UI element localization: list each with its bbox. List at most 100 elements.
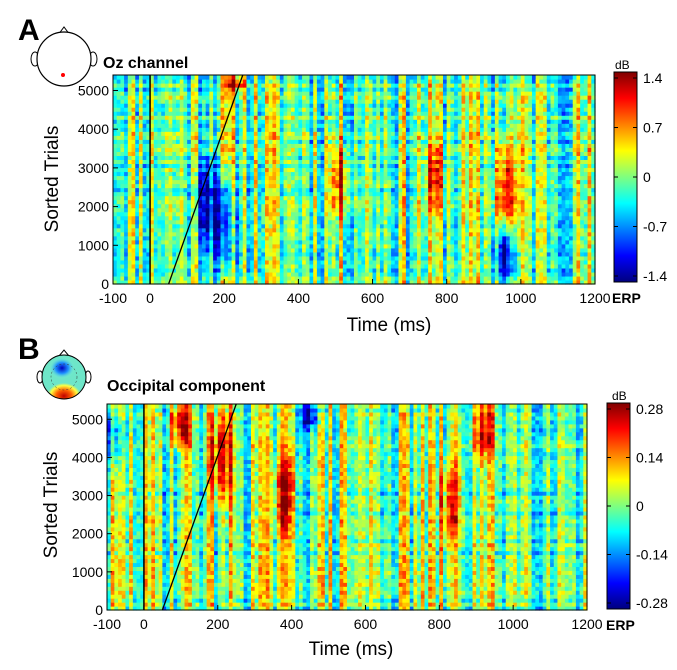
heatmap-cell	[283, 223, 288, 229]
heatmap-cell	[176, 171, 181, 177]
heatmap-cell	[387, 251, 392, 257]
heatmap-cell	[405, 107, 411, 112]
heatmap-cell	[372, 279, 377, 285]
heatmap-cell	[201, 139, 207, 144]
heatmap-cell	[391, 111, 396, 116]
heatmap-cell	[379, 127, 385, 132]
heatmap-cell	[354, 271, 359, 277]
heatmap-cell	[216, 199, 222, 205]
heatmap-cell	[131, 207, 136, 213]
heatmap-cell	[120, 139, 125, 144]
heatmap-cell	[172, 127, 177, 132]
heatmap-cell	[309, 275, 314, 281]
heatmap-cell	[276, 203, 281, 209]
heatmap-cell	[420, 259, 426, 265]
heatmap-cell	[246, 227, 251, 233]
heatmap-cell	[135, 255, 140, 261]
heatmap-cell	[161, 243, 166, 249]
heatmap-cell	[320, 215, 325, 221]
heatmap-cell	[428, 103, 433, 108]
heatmap-cell	[294, 87, 299, 92]
heatmap-cell	[294, 263, 299, 269]
heatmap-cell	[465, 223, 470, 229]
heatmap-cell	[357, 223, 363, 229]
heatmap-cell	[324, 271, 329, 277]
heatmap-cell	[205, 227, 210, 233]
heatmap-cell	[283, 243, 288, 249]
heatmap-cell	[428, 259, 433, 265]
heatmap-cell	[250, 183, 255, 189]
heatmap-cell	[220, 231, 225, 237]
heatmap-cell	[279, 151, 285, 156]
heatmap-cell	[431, 239, 437, 245]
heatmap-cell	[142, 199, 147, 205]
heatmap-cell	[257, 247, 262, 253]
heatmap-cell	[157, 131, 162, 136]
heatmap-cell	[205, 91, 210, 96]
heatmap-cell	[428, 231, 433, 237]
heatmap-cell	[428, 163, 433, 169]
heatmap-cell	[272, 263, 277, 269]
heatmap-cell	[153, 239, 159, 245]
heatmap-cell	[450, 271, 455, 277]
heatmap-cell	[239, 99, 244, 104]
heatmap-cell	[231, 147, 236, 152]
heatmap-cell	[205, 259, 210, 265]
heatmap-cell	[309, 115, 314, 120]
heatmap-cell	[391, 195, 396, 201]
heatmap-cell	[383, 279, 388, 285]
heatmap-cell	[379, 123, 385, 128]
heatmap-cell	[113, 211, 118, 217]
heatmap-cell	[276, 135, 281, 140]
heatmap-cell	[335, 195, 340, 201]
heatmap-cell	[142, 171, 147, 177]
heatmap-cell	[272, 259, 277, 265]
heatmap-cell	[265, 179, 270, 185]
heatmap-cell	[265, 227, 270, 233]
heatmap-cell	[220, 83, 225, 88]
heatmap-cell	[402, 119, 407, 124]
heatmap-cell	[339, 75, 344, 80]
heatmap-cell	[454, 211, 459, 217]
heatmap-cell	[339, 187, 344, 193]
panel-a-letter: A	[18, 14, 40, 47]
heatmap-cell	[320, 179, 325, 185]
heatmap-cell	[439, 131, 444, 136]
heatmap-cell	[391, 103, 396, 108]
heatmap-cell	[176, 183, 181, 189]
heatmap-cell	[379, 75, 385, 80]
heatmap-cell	[235, 91, 240, 96]
heatmap-cell	[220, 183, 225, 189]
heatmap-cell	[146, 243, 151, 249]
heatmap-cell	[205, 211, 210, 217]
heatmap-cell	[172, 171, 177, 177]
heatmap-cell	[272, 147, 277, 152]
heatmap-cell	[376, 135, 381, 140]
heatmap-cell	[346, 211, 351, 217]
heatmap-cell	[316, 179, 322, 185]
heatmap-cell	[409, 195, 414, 201]
heatmap-cell	[379, 275, 385, 281]
heatmap-cell	[146, 263, 151, 269]
heatmap-cell	[172, 95, 177, 100]
heatmap-cell	[328, 159, 333, 165]
heatmap-cell	[442, 123, 448, 128]
heatmap-cell	[302, 235, 307, 241]
heatmap-cell	[294, 223, 299, 229]
heatmap-cell	[465, 119, 470, 124]
heatmap-cell	[164, 159, 170, 165]
heatmap-cell	[161, 227, 166, 233]
heatmap-cell	[383, 135, 388, 140]
heatmap-cell	[435, 155, 440, 160]
heatmap-cell	[365, 267, 370, 273]
heatmap-cell	[394, 163, 400, 169]
heatmap-cell	[261, 171, 266, 177]
heatmap-cell	[120, 227, 125, 233]
heatmap-cell	[257, 231, 262, 237]
heatmap-cell	[446, 247, 451, 253]
heatmap-cell	[357, 271, 363, 277]
heatmap-cell	[224, 159, 229, 165]
heatmap-cell	[246, 127, 251, 132]
heatmap-cell	[290, 115, 296, 120]
heatmap-cell	[253, 231, 259, 237]
